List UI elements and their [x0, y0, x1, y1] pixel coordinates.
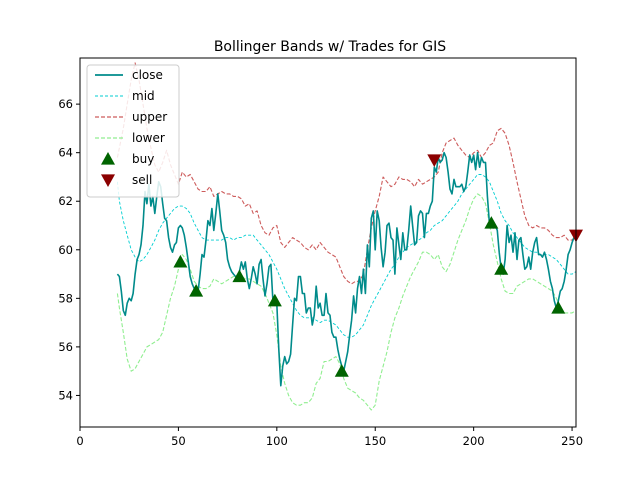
- legend-swatch-buy: [101, 152, 115, 165]
- series-line-upper: [116, 62, 576, 285]
- x-tick-label: 100: [266, 434, 288, 448]
- y-tick-label: 54: [58, 388, 73, 402]
- legend-swatch-sell: [101, 174, 115, 187]
- series-line-mid: [116, 174, 576, 338]
- y-tick-label: 58: [58, 291, 73, 305]
- legend-label-sell: sell: [132, 173, 152, 187]
- y-tick-label: 56: [58, 340, 73, 354]
- series-line-close: [116, 151, 576, 387]
- buy-marker: [189, 284, 204, 297]
- legend-label-upper: upper: [132, 110, 167, 124]
- buy-marker: [232, 269, 247, 283]
- sell-marker: [427, 154, 442, 167]
- x-tick-label: 50: [171, 434, 186, 448]
- y-axis: 54 56 58 60 62 64 66: [58, 97, 80, 402]
- legend-label-close: close: [132, 68, 163, 82]
- buy-marker: [551, 301, 566, 314]
- x-axis: 0 50 100 150 200 250: [76, 427, 583, 448]
- x-tick-label: 150: [364, 434, 386, 448]
- legend: close mid upper lower buy sell: [86, 64, 180, 198]
- buy-marker: [173, 254, 188, 268]
- y-tick-label: 60: [58, 243, 73, 257]
- trade-markers: [173, 154, 583, 377]
- x-tick-label: 200: [463, 434, 485, 448]
- x-tick-label: 0: [76, 434, 83, 448]
- series-lines: [116, 62, 576, 411]
- legend-label-buy: buy: [132, 152, 154, 166]
- legend-label-mid: mid: [132, 89, 155, 103]
- y-tick-label: 64: [58, 146, 73, 160]
- buy-marker: [334, 364, 349, 377]
- buy-marker: [267, 293, 282, 307]
- legend-label-lower: lower: [132, 131, 165, 145]
- buy-marker: [484, 216, 499, 229]
- chart-title: Bollinger Bands w/ Trades for GIS: [214, 39, 446, 55]
- x-tick-label: 250: [561, 434, 583, 448]
- plot-area: [79, 57, 583, 428]
- buy-marker: [494, 262, 509, 275]
- y-tick-label: 62: [58, 194, 73, 208]
- y-tick-label: 66: [58, 97, 73, 111]
- plot-frame: [79, 57, 577, 428]
